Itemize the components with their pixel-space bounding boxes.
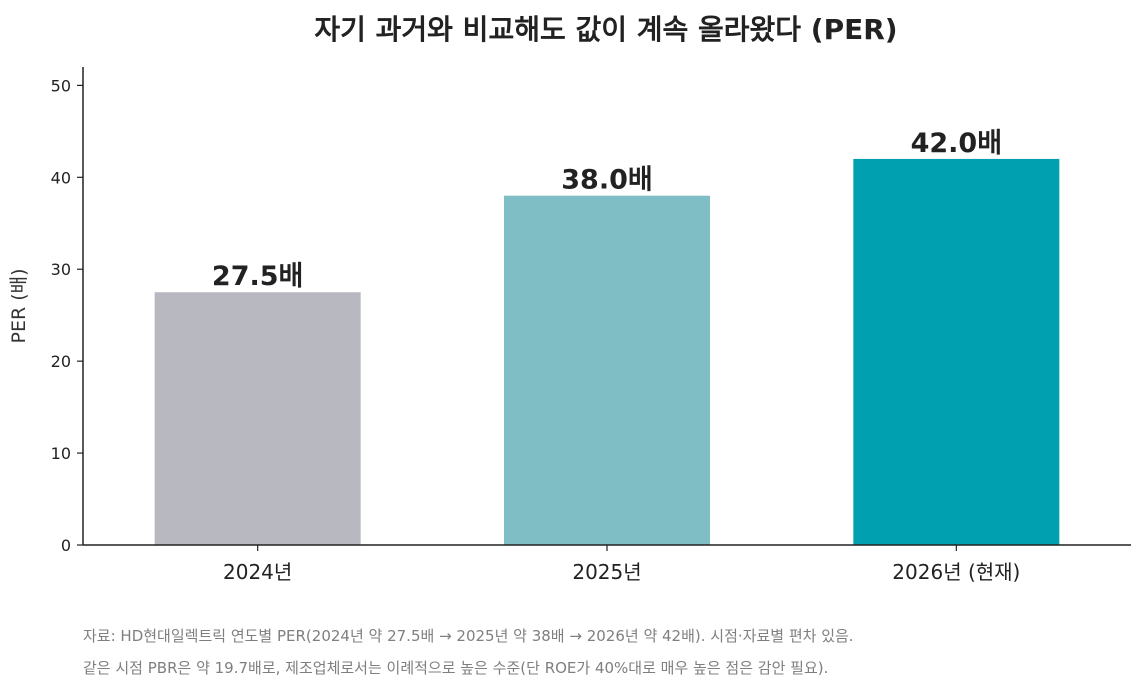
y-tick-label: 50	[51, 76, 71, 95]
y-axis-label: PER (배)	[8, 268, 30, 343]
bar-value-label: 42.0배	[911, 128, 1002, 159]
x-tick-label: 2024년	[223, 560, 292, 584]
x-tick-label: 2025년	[572, 560, 641, 584]
bar-chart: 자기 과거와 비교해도 값이 계속 올라왔다 (PER) PER (배) 27.…	[8, 13, 1131, 584]
y-ticks-group: 0 10 20 30 40 50	[51, 76, 83, 555]
bar-2	[853, 158, 1060, 545]
source-notes: 자료: HD현대일렉트릭 연도별 PER(2024년 약 27.5배 → 202…	[83, 620, 1123, 684]
chart-title: 자기 과거와 비교해도 값이 계속 올라왔다 (PER)	[314, 13, 897, 46]
bar-0	[154, 292, 361, 545]
y-tick-label: 40	[51, 168, 71, 187]
bars-group: 27.5배 38.0배 42.0배	[154, 128, 1060, 545]
y-tick-label: 0	[61, 536, 71, 555]
pbr-note-line: 같은 시점 PBR은 약 19.7배로, 제조업체로서는 이례적으로 높은 수준…	[83, 659, 829, 677]
y-tick-label: 30	[51, 260, 71, 279]
bar-1	[504, 195, 710, 545]
axes-group	[82, 67, 1131, 546]
bar-value-label: 38.0배	[561, 165, 652, 196]
x-ticks-group: 2024년 2025년 2026년 (현재)	[223, 545, 1020, 584]
source-note-line: 자료: HD현대일렉트릭 연도별 PER(2024년 약 27.5배 → 202…	[83, 627, 854, 645]
x-tick-label: 2026년 (현재)	[892, 560, 1020, 584]
y-tick-label: 20	[51, 352, 71, 371]
y-tick-label: 10	[51, 444, 71, 463]
bar-value-label: 27.5배	[212, 261, 303, 292]
